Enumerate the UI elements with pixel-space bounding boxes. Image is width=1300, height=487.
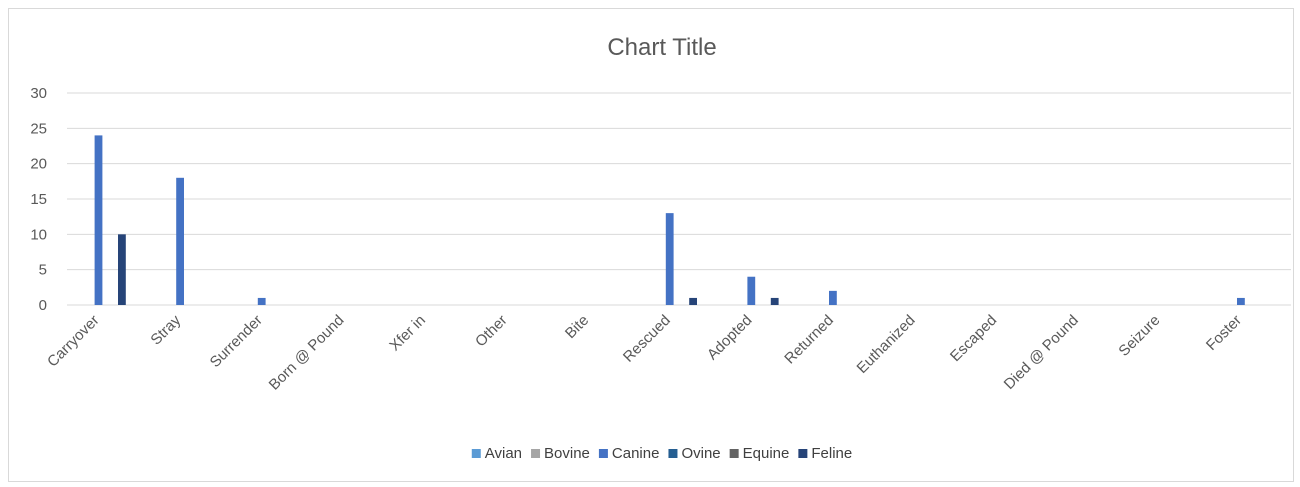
y-axis: 0 5 10 15 20 25 30: [30, 85, 47, 314]
legend-label: Canine: [612, 445, 660, 462]
x-tick-label: Stray: [147, 311, 184, 348]
y-tick-label: 25: [30, 120, 47, 137]
legend-item-canine: Canine: [598, 445, 660, 462]
bar-canine: [257, 297, 266, 305]
bar-canine: [747, 276, 756, 305]
y-tick-label: 20: [30, 156, 47, 173]
bar-canine: [94, 135, 103, 305]
gridlines: [67, 92, 1291, 306]
x-tick-label: Seizure: [1115, 312, 1163, 360]
y-tick-label: 0: [39, 297, 47, 314]
bar-canine: [176, 177, 184, 305]
x-tick-label: Euthanized: [854, 312, 919, 377]
x-tick-label: Foster: [1203, 312, 1245, 354]
legend-swatch: [531, 449, 541, 458]
legend-item-bovine: Bovine: [531, 445, 590, 462]
legend-label: Bovine: [544, 445, 590, 462]
x-tick-label: Rescued: [620, 312, 674, 366]
legend-item-ovine: Ovine: [668, 445, 721, 462]
x-tick-label: Born @ Pound: [266, 312, 348, 394]
y-tick-label: 10: [30, 226, 47, 243]
bar-feline: [689, 297, 697, 305]
bar-feline: [770, 297, 779, 305]
legend-label: Avian: [485, 445, 522, 462]
bar-feline: [118, 234, 126, 305]
x-tick-label: Bite: [562, 312, 592, 342]
legend-swatch: [729, 449, 739, 458]
x-tick-label: Other: [472, 312, 511, 351]
legend-label: Feline: [811, 445, 852, 462]
x-axis: Carryover Stray Surrender Born @ Pound Xfer …: [44, 311, 1245, 393]
y-tick-label: 30: [30, 85, 47, 102]
x-tick-label: Escaped: [947, 312, 1000, 365]
legend-item-feline: Feline: [798, 445, 852, 462]
legend-swatch: [598, 449, 608, 458]
chart-canvas: Chart Title 0 5 10 15 20 25 30 Carryover Stray S…: [30, 34, 1291, 462]
chart-area: Chart Title 0 5 10 15 20 25 30 Carryover Stray S…: [8, 8, 1294, 482]
legend: Avian Bovine Canine Ovine Equine Feline: [471, 445, 852, 462]
bar-canine: [1237, 297, 1245, 305]
x-tick-label: Returned: [781, 312, 837, 368]
y-tick-label: 15: [30, 191, 47, 208]
legend-swatch: [798, 449, 808, 458]
bar-canine: [829, 290, 837, 305]
bars: [94, 135, 1245, 305]
legend-label: Equine: [743, 445, 790, 462]
x-tick-label: Carryover: [44, 312, 103, 371]
legend-swatch: [471, 449, 481, 458]
legend-label: Ovine: [681, 445, 720, 462]
x-tick-label: Xfer in: [386, 312, 429, 355]
chart-title: Chart Title: [607, 34, 716, 61]
legend-item-equine: Equine: [729, 445, 790, 462]
x-tick-label: Surrender: [207, 312, 266, 371]
legend-swatch: [668, 449, 678, 458]
bar-canine: [665, 213, 674, 305]
legend-item-avian: Avian: [471, 445, 522, 462]
x-tick-label: Adopted: [704, 312, 756, 364]
y-tick-label: 5: [39, 262, 47, 279]
x-tick-label: Died @ Pound: [1001, 312, 1082, 393]
